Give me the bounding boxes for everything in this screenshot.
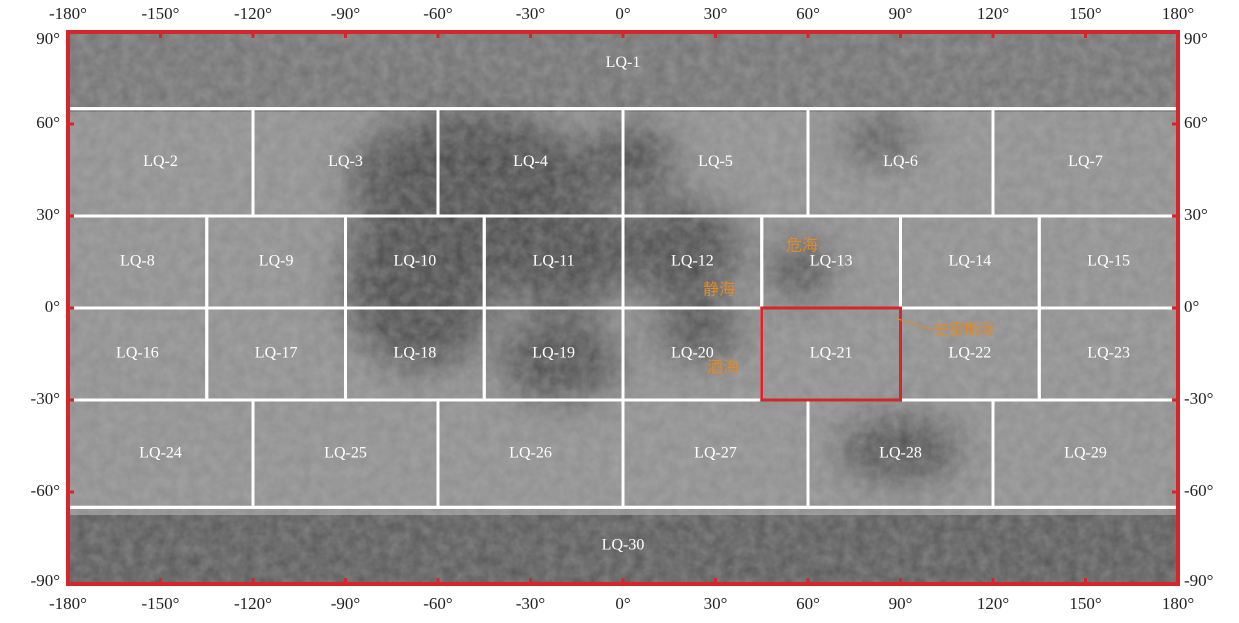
quadrangle-label: LQ-16	[116, 345, 159, 362]
lon-tick-label: -90°	[331, 4, 360, 23]
quadrangle-label: LQ-1	[606, 54, 641, 71]
quadrangle-label: LQ-14	[949, 253, 992, 270]
lon-tick-label: 180°	[1162, 594, 1194, 613]
lon-tick-label: -150°	[142, 594, 180, 613]
lunar-map: LQ-1 LQ-2 LQ-3 LQ-4 LQ-5 LQ-6 LQ-7 LQ-8 LQ-9 LQ-1…	[0, 0, 1239, 618]
quadrangle-label: LQ-8	[120, 253, 155, 270]
lat-tick-label: 90°	[1184, 29, 1208, 48]
quadrangle-label: LQ-25	[324, 444, 367, 461]
lon-tick-label: -150°	[142, 4, 180, 23]
quadrangle-label: LQ-26	[509, 444, 552, 461]
lon-tick-label: 0°	[615, 594, 630, 613]
quadrangle-label: LQ-3	[328, 153, 363, 170]
quadrangle-label: LQ-10	[394, 253, 437, 270]
lon-tick-label: -120°	[234, 594, 272, 613]
quadrangle-label: LQ-28	[879, 444, 922, 461]
lon-tick-label: 90°	[889, 4, 913, 23]
quadrangle-label: LQ-4	[513, 153, 548, 170]
quadrangle-label: LQ-19	[532, 345, 575, 362]
lat-tick-label: 30°	[1184, 205, 1208, 224]
quadrangle-label: LQ-11	[533, 253, 575, 270]
lat-tick-label: -60°	[31, 481, 60, 500]
lon-tick-label: -120°	[234, 4, 272, 23]
annotation: 酒海	[707, 358, 739, 377]
lat-tick-label: -30°	[1184, 389, 1213, 408]
annotation: 静海	[703, 280, 735, 299]
quadrangle-label: LQ-27	[694, 444, 737, 461]
lon-tick-label: -60°	[423, 594, 452, 613]
lat-tick-label: 60°	[1184, 113, 1208, 132]
quadrangle-label: LQ-13	[810, 253, 853, 270]
quadrangle-label: LQ-15	[1087, 253, 1130, 270]
lat-tick-label: -90°	[31, 571, 60, 590]
quadrangle-label: LQ-9	[259, 253, 294, 270]
lon-tick-label: 30°	[704, 594, 728, 613]
lon-tick-label: 180°	[1162, 4, 1194, 23]
quadrangle-label: LQ-29	[1064, 444, 1107, 461]
lat-tick-label: -30°	[31, 389, 60, 408]
quadrangle-label: LQ-24	[139, 444, 182, 461]
lon-tick-label: 90°	[889, 594, 913, 613]
lon-tick-label: 60°	[796, 4, 820, 23]
quadrangle-label: LQ-12	[671, 253, 714, 270]
quadrangle-label: LQ-5	[698, 153, 733, 170]
lat-tick-label: 0°	[1184, 297, 1199, 316]
lon-tick-label: -30°	[516, 4, 545, 23]
quadrangle-label: LQ-30	[602, 536, 645, 553]
quadrangle-label: LQ-17	[255, 345, 298, 362]
lon-tick-label: -60°	[423, 4, 452, 23]
annotation: 史密斯海	[934, 321, 994, 339]
quadrangle-label: LQ-21	[810, 345, 853, 362]
lat-tick-label: 60°	[36, 113, 60, 132]
quadrangle-label: LQ-2	[143, 153, 178, 170]
annotation: 危海	[786, 236, 818, 255]
quadrangle-label: LQ-23	[1087, 345, 1130, 362]
lat-tick-label: -60°	[1184, 481, 1213, 500]
lon-tick-label: 150°	[1069, 594, 1101, 613]
lat-tick-label: 30°	[36, 205, 60, 224]
lon-tick-label: 120°	[977, 4, 1009, 23]
lon-tick-label: -180°	[49, 4, 87, 23]
lon-tick-label: 30°	[704, 4, 728, 23]
quadrangle-label: LQ-6	[883, 153, 918, 170]
lon-tick-label: -180°	[49, 594, 87, 613]
lon-tick-label: 150°	[1069, 4, 1101, 23]
lon-tick-label: 120°	[977, 594, 1009, 613]
lat-tick-label: 90°	[36, 29, 60, 48]
quadrangle-label: LQ-18	[394, 345, 437, 362]
quadrangle-label: LQ-7	[1068, 153, 1103, 170]
quadrangle-label: LQ-22	[949, 345, 992, 362]
lat-tick-label: 0°	[45, 297, 60, 316]
lon-tick-label: 60°	[796, 594, 820, 613]
lon-tick-label: 0°	[615, 4, 630, 23]
lon-tick-label: -90°	[331, 594, 360, 613]
lon-tick-label: -30°	[516, 594, 545, 613]
lat-tick-label: -90°	[1184, 571, 1213, 590]
